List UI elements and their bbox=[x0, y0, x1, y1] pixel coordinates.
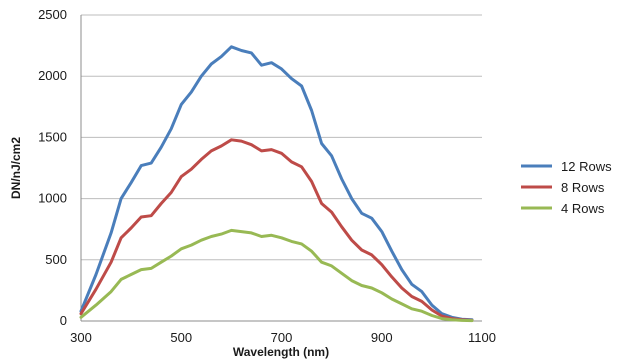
y-tick-labels: 0 500 1000 1500 2000 2500 bbox=[38, 7, 67, 328]
gridlines bbox=[81, 14, 482, 261]
legend-label: 4 Rows bbox=[561, 201, 605, 216]
y-tick-label: 2000 bbox=[38, 68, 67, 83]
x-axis-title: Wavelength (nm) bbox=[233, 345, 329, 359]
x-tick-labels: 300 500 700 900 1100 bbox=[70, 330, 496, 345]
x-tick-label: 500 bbox=[170, 330, 192, 345]
y-axis-title: DN/nJ/cm2 bbox=[9, 137, 23, 199]
x-tick-label: 300 bbox=[70, 330, 92, 345]
series-lines bbox=[79, 45, 474, 323]
legend-label: 8 Rows bbox=[561, 180, 605, 195]
x-tick-label: 700 bbox=[271, 330, 293, 345]
y-tick-label: 0 bbox=[60, 313, 67, 328]
y-tick-label: 2500 bbox=[38, 7, 67, 22]
x-tick-label: 900 bbox=[371, 330, 393, 345]
y-tick-label: 1500 bbox=[38, 129, 67, 144]
series-line-12-rows bbox=[79, 45, 474, 322]
series-line-8-rows bbox=[79, 138, 474, 322]
legend-label: 12 Rows bbox=[561, 159, 612, 174]
y-tick-label: 1000 bbox=[38, 191, 67, 206]
legend: 12 Rows 8 Rows 4 Rows bbox=[521, 159, 612, 216]
x-tick-label: 1100 bbox=[468, 330, 496, 345]
series-line-4-rows bbox=[79, 228, 474, 323]
axes bbox=[80, 15, 482, 322]
y-tick-label: 500 bbox=[45, 252, 67, 267]
